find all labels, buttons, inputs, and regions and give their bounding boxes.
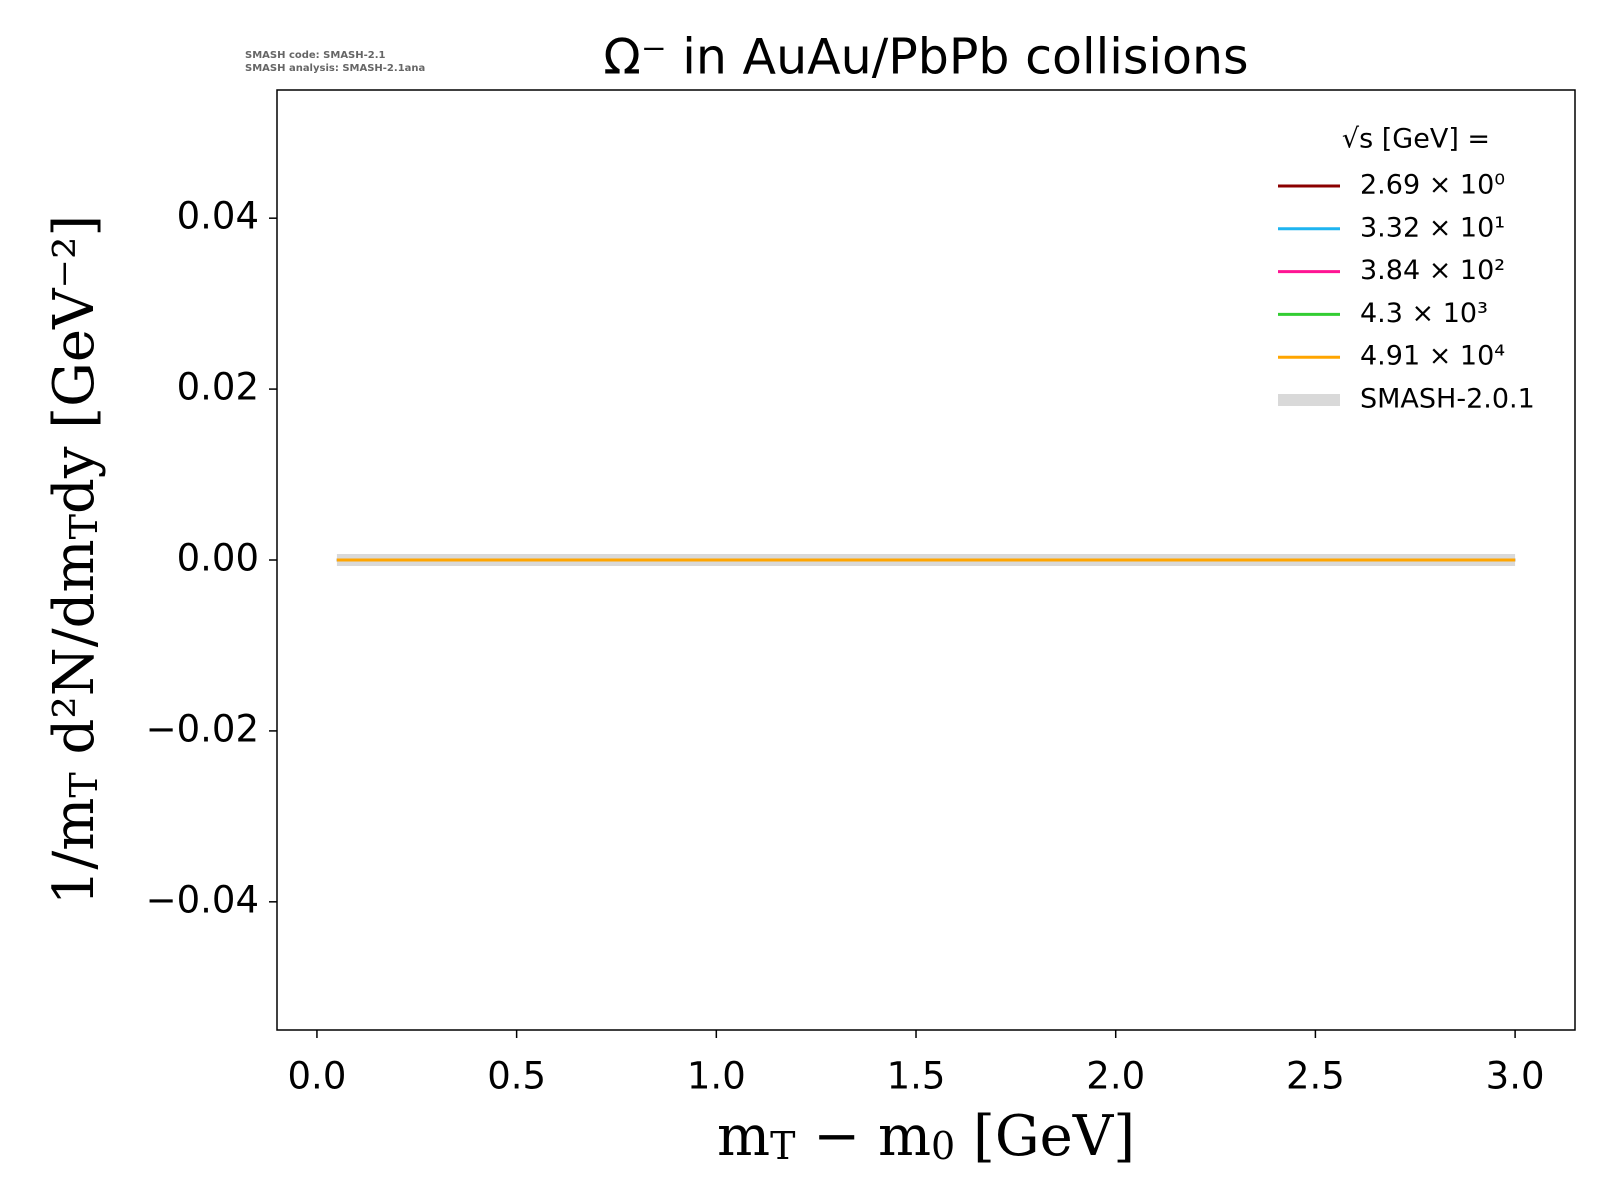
x-tick-label: 1.5: [887, 1055, 946, 1098]
legend-label: 4.91 × 10⁴: [1360, 341, 1505, 372]
x-tick-label: 0.5: [487, 1055, 546, 1098]
x-axis-label-part: T: [770, 1124, 795, 1168]
y-axis-label-part: d²N/dm: [42, 539, 107, 772]
annotation: SMASH analysis: SMASH-2.1ana: [245, 63, 425, 74]
x-tick-label: 0.0: [288, 1055, 347, 1098]
annotation: SMASH code: SMASH-2.1: [245, 50, 386, 61]
y-axis-label: 1/mT d²N/dmTdy [GeV⁻²]: [42, 215, 107, 906]
x-axis-label-part: − m: [795, 1104, 931, 1169]
y-tick-label: 0.04: [177, 195, 259, 238]
x-tick-label: 3.0: [1486, 1055, 1545, 1098]
legend-label: SMASH-2.0.1: [1360, 384, 1535, 415]
legend-label: 2.69 × 10⁰: [1360, 170, 1505, 201]
y-axis-label-part: T: [62, 514, 106, 539]
x-axis-label-part: [GeV]: [955, 1104, 1135, 1169]
chart-title: Ω⁻ in AuAu/PbPb collisions: [603, 29, 1248, 86]
x-tick-label: 1.0: [687, 1055, 746, 1098]
x-axis-label-part: 0: [931, 1124, 955, 1168]
y-tick-label: 0.02: [177, 366, 259, 409]
y-tick-label: −0.02: [146, 707, 259, 750]
y-tick-label: −0.04: [146, 878, 259, 921]
plot-frame: [276, 89, 1576, 1031]
x-axis-label: mT − m0 [GeV]: [717, 1104, 1135, 1169]
y-axis-label-part: T: [62, 772, 106, 797]
y-axis-label-part: 1/m: [42, 798, 107, 906]
x-tick-label: 2.0: [1086, 1055, 1145, 1098]
x-axis-label-part: m: [717, 1104, 770, 1169]
x-tick-label: 2.5: [1286, 1055, 1345, 1098]
legend-label: 4.3 × 10³: [1360, 298, 1488, 329]
legend-label: 3.32 × 10¹: [1360, 212, 1505, 243]
legend-label: 3.84 × 10²: [1360, 255, 1505, 286]
y-axis-label-part: dy [GeV⁻²]: [42, 215, 107, 514]
y-tick-label: 0.00: [177, 537, 259, 580]
legend-title: √s [GeV] =: [1342, 124, 1490, 155]
